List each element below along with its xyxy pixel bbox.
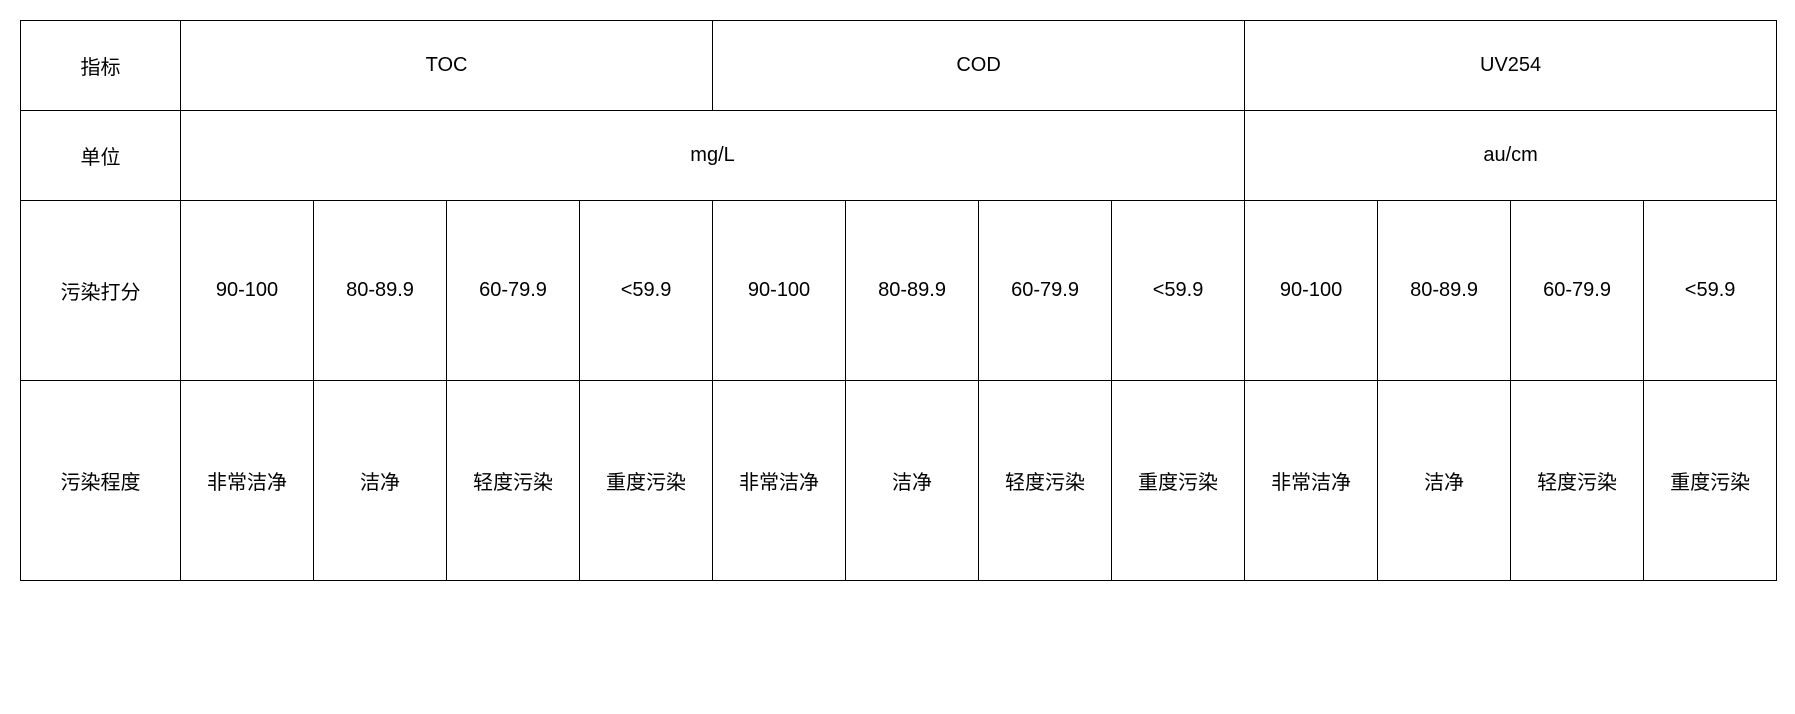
table-row: 单位 mg/L au/cm — [21, 111, 1777, 201]
indicator-uv254: UV254 — [1245, 21, 1777, 111]
unit-mgL: mg/L — [181, 111, 1245, 201]
table-row: 污染程度 非常洁净 洁净 轻度污染 重度污染 非常洁净 洁净 轻度污染 重度污染… — [21, 381, 1777, 581]
level-cell: 重度污染 — [1112, 381, 1245, 581]
row-label-score: 污染打分 — [21, 201, 181, 381]
level-cell: 非常洁净 — [181, 381, 314, 581]
level-cell: 洁净 — [1378, 381, 1511, 581]
score-cell: 80-89.9 — [1378, 201, 1511, 381]
score-cell: 80-89.9 — [314, 201, 447, 381]
score-cell: 60-79.9 — [447, 201, 580, 381]
score-cell: 80-89.9 — [846, 201, 979, 381]
score-cell: <59.9 — [1112, 201, 1245, 381]
level-cell: 重度污染 — [580, 381, 713, 581]
level-cell: 重度污染 — [1644, 381, 1777, 581]
score-cell: <59.9 — [1644, 201, 1777, 381]
pollution-classification-table: 指标 TOC COD UV254 单位 mg/L au/cm 污染打分 90-1… — [20, 20, 1777, 581]
row-label-indicator: 指标 — [21, 21, 181, 111]
level-cell: 轻度污染 — [447, 381, 580, 581]
score-cell: 90-100 — [713, 201, 846, 381]
table-row: 污染打分 90-100 80-89.9 60-79.9 <59.9 90-100… — [21, 201, 1777, 381]
level-cell: 洁净 — [846, 381, 979, 581]
level-cell: 轻度污染 — [1511, 381, 1644, 581]
row-label-level: 污染程度 — [21, 381, 181, 581]
table-row: 指标 TOC COD UV254 — [21, 21, 1777, 111]
level-cell: 非常洁净 — [713, 381, 846, 581]
level-cell: 洁净 — [314, 381, 447, 581]
score-cell: 60-79.9 — [979, 201, 1112, 381]
level-cell: 非常洁净 — [1245, 381, 1378, 581]
level-cell: 轻度污染 — [979, 381, 1112, 581]
indicator-cod: COD — [713, 21, 1245, 111]
score-cell: 90-100 — [1245, 201, 1378, 381]
indicator-toc: TOC — [181, 21, 713, 111]
unit-aucm: au/cm — [1245, 111, 1777, 201]
score-cell: <59.9 — [580, 201, 713, 381]
score-cell: 90-100 — [181, 201, 314, 381]
row-label-unit: 单位 — [21, 111, 181, 201]
score-cell: 60-79.9 — [1511, 201, 1644, 381]
